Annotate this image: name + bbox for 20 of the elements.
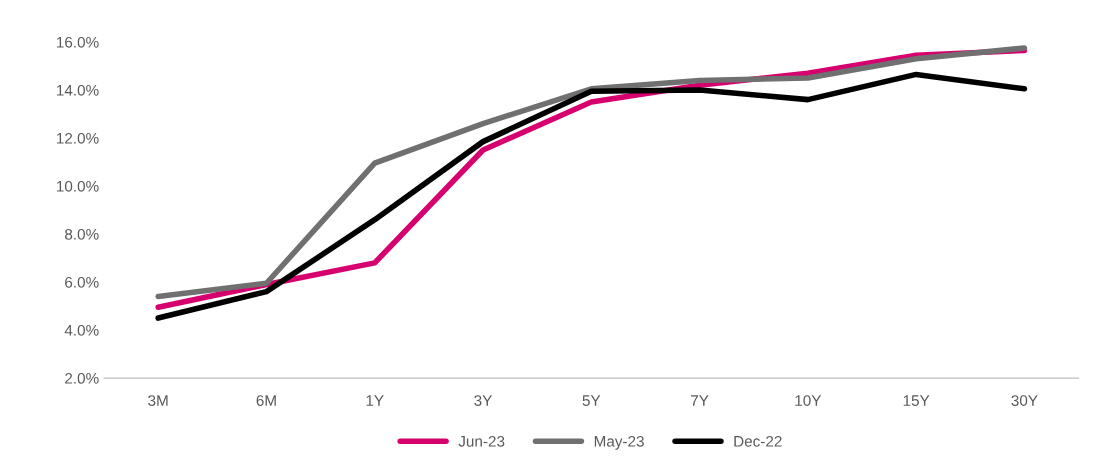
y-tick-label: 8.0% [65,228,99,240]
x-tick-label: 5Y [582,395,601,406]
x-tick-label: 30Y [1011,395,1038,406]
x-tick-label: 1Y [366,395,384,406]
legend-label: May-23 [594,435,644,450]
x-tick-label: 3Y [474,395,493,406]
y-tick-label: 14.0% [57,84,99,96]
legend-label: Jun-23 [458,435,505,447]
y-tick-label: 2.0% [65,372,99,384]
y-tick-label: 10.0% [57,180,99,192]
x-tick-label: 10Y [795,395,822,406]
y-tick-label: 4.0% [64,324,99,336]
y-tick-label: 12.0% [57,132,99,144]
legend-label: Dec-22 [734,435,782,447]
x-tick-label: 7Y [691,395,709,406]
x-tick-label: 15Y [903,395,930,406]
y-tick-label: 16.0% [57,36,99,48]
x-tick-label: 3M [148,395,168,406]
x-tick-label: 6M [256,395,276,406]
y-tick-label: 6.0% [65,276,99,288]
